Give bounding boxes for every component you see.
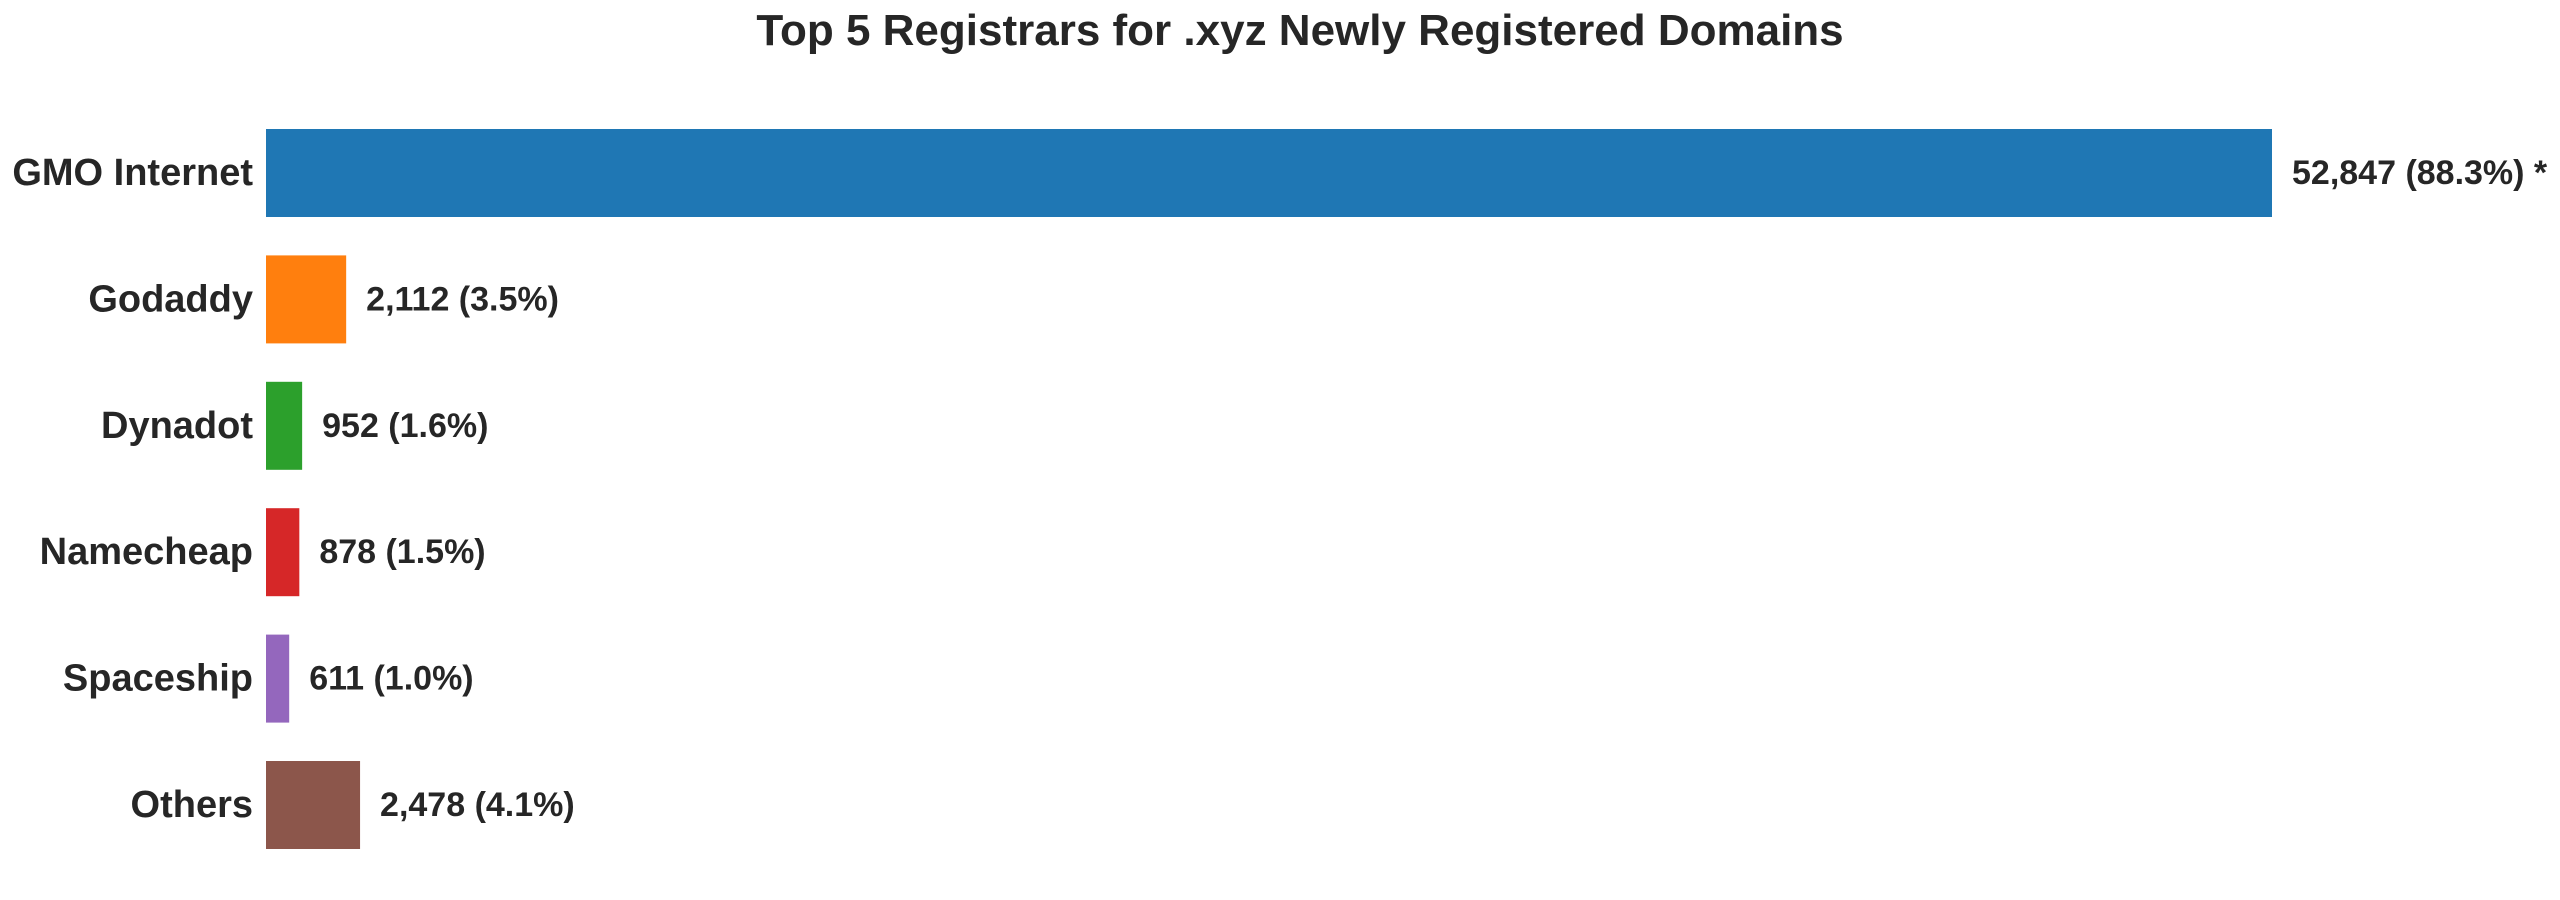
category-label-others: Others bbox=[131, 784, 253, 826]
bars-group: GMO Internet 52,847 (88.3%) * Godaddy 2,112… bbox=[12, 129, 2548, 849]
value-label-spaceship: 611 (1.0%) bbox=[309, 660, 473, 698]
category-label-spaceship: Spaceship bbox=[63, 658, 253, 700]
category-label-dynadot: Dynadot bbox=[101, 405, 253, 447]
category-label-godaddy: Godaddy bbox=[88, 278, 253, 320]
chart-title: Top 5 Registrars for .xyz Newly Register… bbox=[756, 6, 1843, 55]
category-label-gmo-internet: GMO Internet bbox=[12, 152, 253, 194]
bar-others bbox=[266, 761, 361, 849]
value-label-gmo-internet: 52,847 (88.3%) * bbox=[2292, 154, 2548, 192]
value-label-namecheap: 878 (1.5%) bbox=[319, 533, 485, 571]
bar-godaddy bbox=[266, 255, 347, 344]
category-label-namecheap: Namecheap bbox=[40, 531, 253, 573]
value-label-others: 2,478 (4.1%) bbox=[380, 786, 575, 824]
bar-spaceship bbox=[266, 634, 290, 723]
value-label-dynadot: 952 (1.6%) bbox=[322, 407, 488, 445]
bar-gmo-internet bbox=[266, 129, 2272, 217]
bar-dynadot bbox=[266, 381, 303, 470]
bar-namecheap bbox=[266, 508, 300, 597]
value-label-godaddy: 2,112 (3.5%) bbox=[366, 280, 559, 318]
